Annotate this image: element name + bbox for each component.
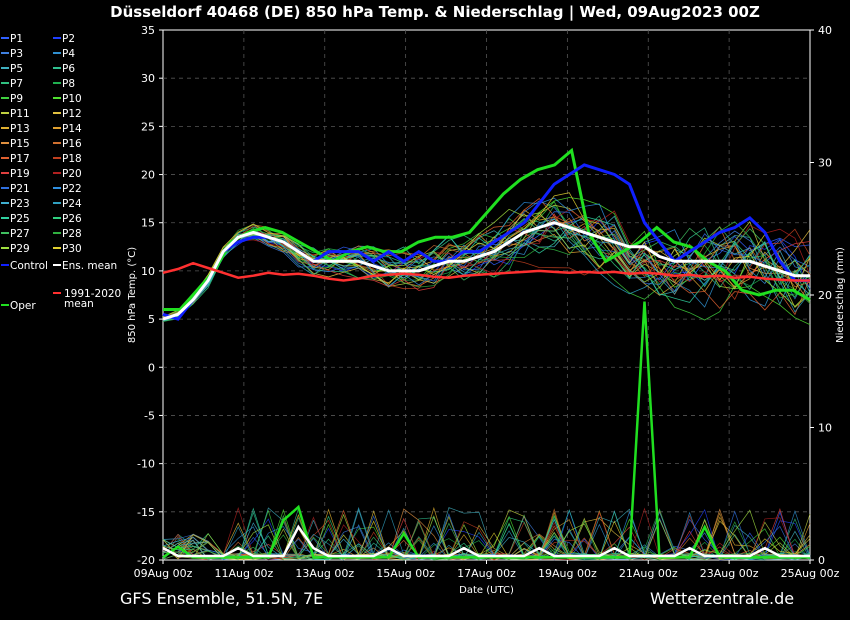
legend-label: P30 [62,243,82,255]
x-tick-label: 25Aug 00z [781,567,840,580]
x-tick-label: 11Aug 00z [215,567,274,580]
member-temp-line [162,197,811,319]
y-left-tick-label: 5 [148,313,155,326]
legend-label: P24 [62,198,82,210]
legend-label: P5 [10,63,23,75]
x-tick-label: 13Aug 00z [295,567,354,580]
legend-label: P12 [62,108,82,120]
x-axis-label: Date (UTC) [459,585,514,596]
legend-label: P26 [62,213,82,225]
legend-label: P11 [10,108,30,120]
legend-label: P22 [62,183,82,195]
legend-label: P2 [62,33,75,45]
member-temp-line [162,209,811,321]
y-left-axis-label: 850 hPa Temp. (°C) [127,247,138,343]
y-left-tick-label: 30 [141,72,155,85]
legend-label: P9 [10,93,23,105]
member-precip-line [162,508,811,561]
y-left-tick-label: 20 [141,169,155,182]
legend-label: mean [64,298,94,310]
legend-label: P23 [10,198,30,210]
series-line-1991-2020-mean [162,261,810,282]
legend-label: P17 [10,153,30,165]
legend-label: P19 [10,168,30,180]
member-temp-line [162,231,811,318]
y-left-tick-label: -20 [137,554,155,567]
ensmean-precip-line [162,524,810,558]
legend-label: P28 [62,228,82,240]
legend-label: P18 [62,153,82,165]
legend-label: P29 [10,243,30,255]
footer-site: Wetterzentrale.de [650,589,794,608]
series-line-ens-mean [162,221,810,321]
legend-label: P13 [10,123,30,135]
series-line-oper [163,147,811,311]
x-tick-label: 17Aug 00z [457,567,516,580]
legend-label: P4 [62,48,75,60]
oper-precip-line [162,301,810,559]
y-right-tick-label: 0 [818,554,825,567]
legend-label: P15 [10,138,30,150]
y-left-tick-label: 10 [141,265,155,278]
x-tick-label: 15Aug 00z [376,567,435,580]
y-left-tick-label: 25 [141,120,155,133]
y-left-tick-label: -10 [137,458,155,471]
y-right-tick-label: 20 [818,289,832,302]
y-left-tick-label: -15 [137,506,155,519]
legend-label: P16 [62,138,82,150]
legend-label: P10 [62,93,82,105]
y-right-axis-label: Niederschlag (mm) [835,247,846,343]
legend-label: P27 [10,228,30,240]
plot-area: 35 30 25 20 15 10 5 0 -5 -10 -15 -20 40 30 20 10 0 09Aug … [127,24,846,596]
y-left-tick-label: 35 [141,24,155,37]
y-left-tick-label: 0 [148,361,155,374]
chart-title: Düsseldorf 40468 (DE) 850 hPa Temp. & Ni… [110,3,760,22]
legend-label: Control [10,260,48,272]
y-right-tick-label: 30 [818,157,832,170]
y-right-tick-label: 10 [818,422,832,435]
legend-label: Ens. mean [62,260,117,272]
legend: P1 P2 P3 P4 P5 P6 P7 P8 P9 P10 P11 P12 P13 P14 P15 P16 P… [1,33,121,312]
member-temp-line [162,209,811,319]
legend-label: P6 [62,63,75,75]
y-left-tick-label: 15 [141,217,155,230]
legend-label: P3 [10,48,23,60]
footer-source: GFS Ensemble, 51.5N, 7E [120,589,323,608]
legend-label: P14 [62,123,82,135]
member-temp-line [162,213,811,321]
member-temp-line [162,218,811,320]
legend-label: P1 [10,33,23,45]
legend-label: 1991-2020 [64,288,121,300]
y-left-tick-label: -5 [144,409,155,422]
legend-label: P8 [62,78,75,90]
legend-label: P7 [10,78,23,90]
y-right-tick-label: 40 [818,24,832,37]
x-tick-label: 23Aug 00z [700,567,759,580]
legend-label: Oper [10,300,36,312]
x-tick-label: 21Aug 00z [619,567,678,580]
legend-label: P25 [10,213,30,225]
x-tick-label: 19Aug 00z [538,567,597,580]
legend-label: P20 [62,168,82,180]
x-tick-label: 09Aug 00z [134,567,193,580]
legend-label: P21 [10,183,30,195]
